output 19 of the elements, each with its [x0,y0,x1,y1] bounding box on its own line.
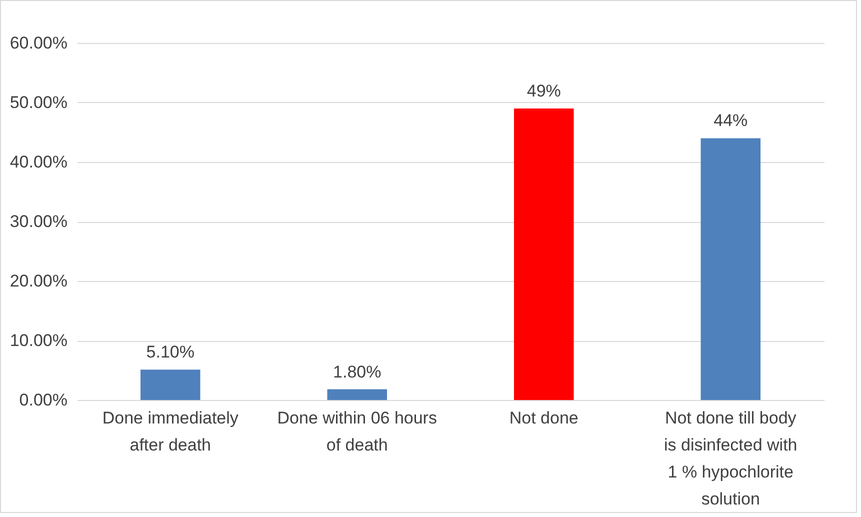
x-tick-label: Done within 06 hours of death [277,408,437,454]
x-tick-label: Done immediately after death [102,408,239,454]
x-tick-label: Not done [509,408,578,428]
data-label: 44% [714,111,748,130]
data-label: 1.80% [333,362,382,382]
y-tick-label: 30.00% [10,212,68,231]
bar [514,108,574,400]
data-label: 49% [526,81,561,100]
bar [700,138,761,400]
y-tick-label: 20.00% [10,272,68,290]
y-tick-label: 0.00% [19,390,68,410]
bar [140,370,200,400]
y-tick-label: 10.00% [10,331,68,350]
y-tick-label: 50.00% [10,93,68,112]
y-tick-label: 40.00% [10,152,68,172]
y-tick-label: 60.00% [10,34,68,52]
x-tick-label: Not done till body is disinfected with 1 % hypochlorite solution [664,408,798,508]
bar [327,389,388,400]
data-label: 5.10% [146,342,194,362]
